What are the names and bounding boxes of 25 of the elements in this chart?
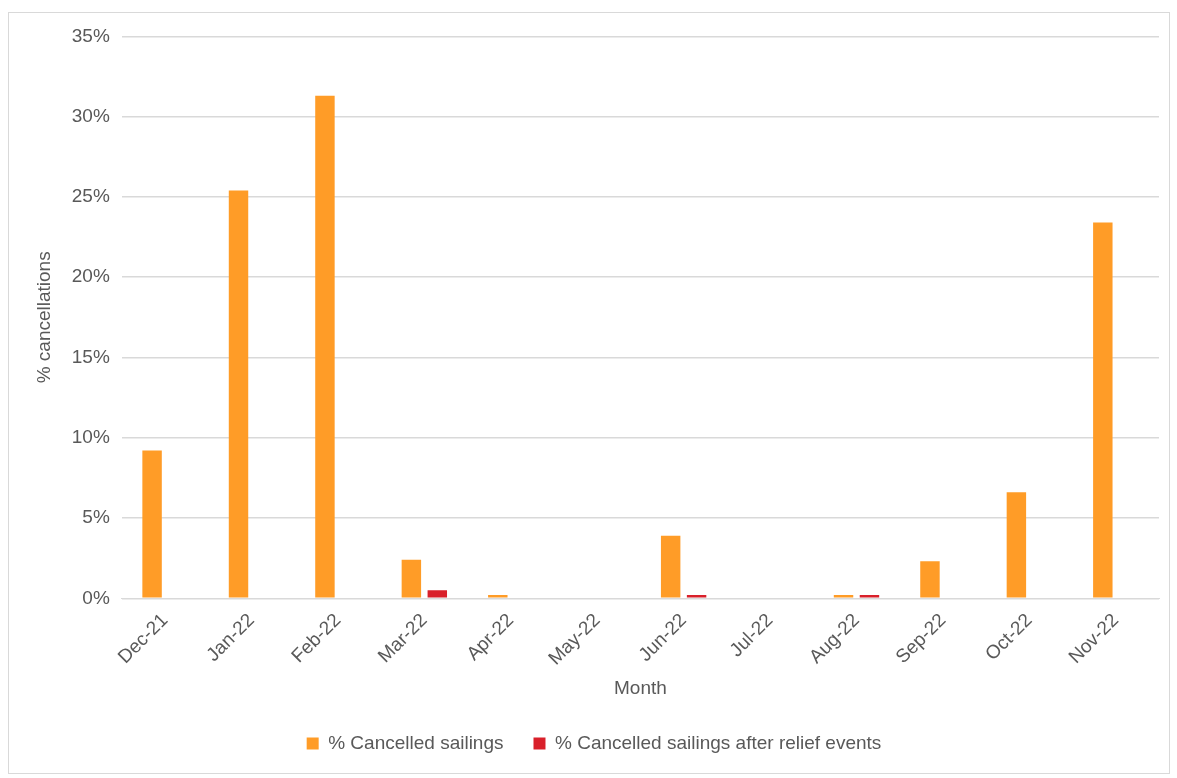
bar xyxy=(315,95,335,598)
bar xyxy=(686,595,707,598)
x-axis-title: Month xyxy=(614,676,667,698)
bar xyxy=(228,190,249,598)
bar xyxy=(660,535,681,598)
y-tick-label: 10% xyxy=(71,425,110,447)
y-tick-label: 30% xyxy=(71,104,110,126)
y-tick-label: 5% xyxy=(82,506,110,528)
y-tick-label: 20% xyxy=(71,265,110,287)
bar xyxy=(1093,222,1113,598)
y-tick-label: 25% xyxy=(71,185,110,207)
bar xyxy=(1006,492,1027,598)
bar xyxy=(833,595,854,598)
y-axis-title: % cancellations xyxy=(32,251,54,384)
bar xyxy=(859,595,880,598)
y-tick-label: 0% xyxy=(82,586,110,608)
y-tick-label: 15% xyxy=(71,345,110,367)
y-tick-label: 35% xyxy=(71,24,110,46)
bar xyxy=(401,559,422,598)
bar xyxy=(920,561,940,598)
bar xyxy=(427,590,448,598)
bar xyxy=(142,450,162,598)
legend-label: % Cancelled sailings after relief events xyxy=(554,731,882,753)
bar xyxy=(488,595,508,598)
legend-label: % Cancelled sailings xyxy=(328,731,504,753)
